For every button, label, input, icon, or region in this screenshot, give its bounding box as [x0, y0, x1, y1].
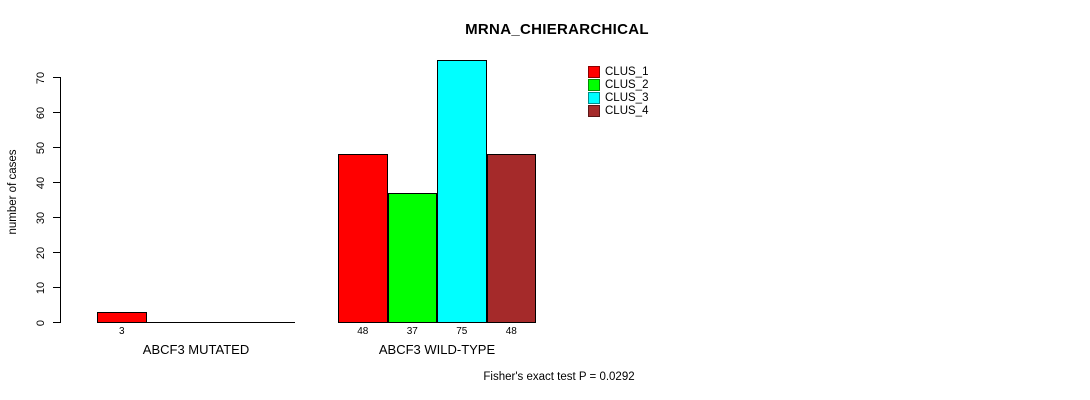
group-label: ABCF3 WILD-TYPE: [378, 342, 496, 357]
y-tick: [53, 147, 60, 148]
bar-clus_1: [97, 311, 147, 323]
legend-item: CLUS_3: [588, 92, 648, 104]
legend-item: CLUS_1: [588, 66, 648, 78]
y-tick: [53, 287, 60, 288]
legend-label: CLUS_3: [605, 92, 649, 104]
y-axis-line: [60, 77, 61, 323]
y-tick-label: 70: [35, 71, 47, 84]
legend-item: CLUS_2: [588, 79, 648, 91]
y-tick: [53, 112, 60, 113]
y-tick-label: 10: [35, 281, 47, 294]
y-tick: [53, 322, 60, 323]
y-tick-label: 60: [35, 106, 47, 119]
legend-label: CLUS_4: [605, 105, 649, 117]
chart-title: MRNA_CHIERARCHICAL: [465, 21, 649, 38]
legend: CLUS_1 CLUS_2 CLUS_3 CLUS_4: [588, 66, 648, 118]
y-tick: [53, 77, 60, 78]
bar-value-label: 75: [456, 326, 468, 337]
bar-value-label: 37: [406, 326, 418, 337]
bar-clus_4: [486, 154, 536, 323]
legend-item: CLUS_4: [588, 105, 648, 117]
y-axis-label: number of cases: [7, 149, 19, 235]
footnote: Fisher's exact test P = 0.0292: [483, 371, 635, 383]
bar-clus_3: [437, 59, 487, 323]
y-tick-label: 30: [35, 211, 47, 224]
bar-clus_2: [387, 192, 437, 323]
group-label: ABCF3 MUTATED: [142, 342, 250, 357]
bar-value-label: 48: [357, 326, 369, 337]
y-tick: [53, 217, 60, 218]
y-tick: [53, 182, 60, 183]
y-tick-label: 0: [35, 319, 47, 326]
legend-swatch: [588, 79, 600, 91]
y-tick: [53, 252, 60, 253]
y-tick-label: 20: [35, 246, 47, 259]
y-tick-label: 40: [35, 176, 47, 189]
legend-swatch: [588, 92, 600, 104]
legend-label: CLUS_1: [605, 66, 649, 78]
bar-clus_1: [338, 154, 388, 323]
group-baseline: [97, 322, 295, 323]
legend-swatch: [588, 105, 600, 117]
bar-value-label: 48: [505, 326, 517, 337]
legend-label: CLUS_2: [605, 79, 649, 91]
legend-swatch: [588, 66, 600, 78]
y-tick-label: 50: [35, 141, 47, 154]
bar-value-label: 3: [118, 326, 125, 337]
